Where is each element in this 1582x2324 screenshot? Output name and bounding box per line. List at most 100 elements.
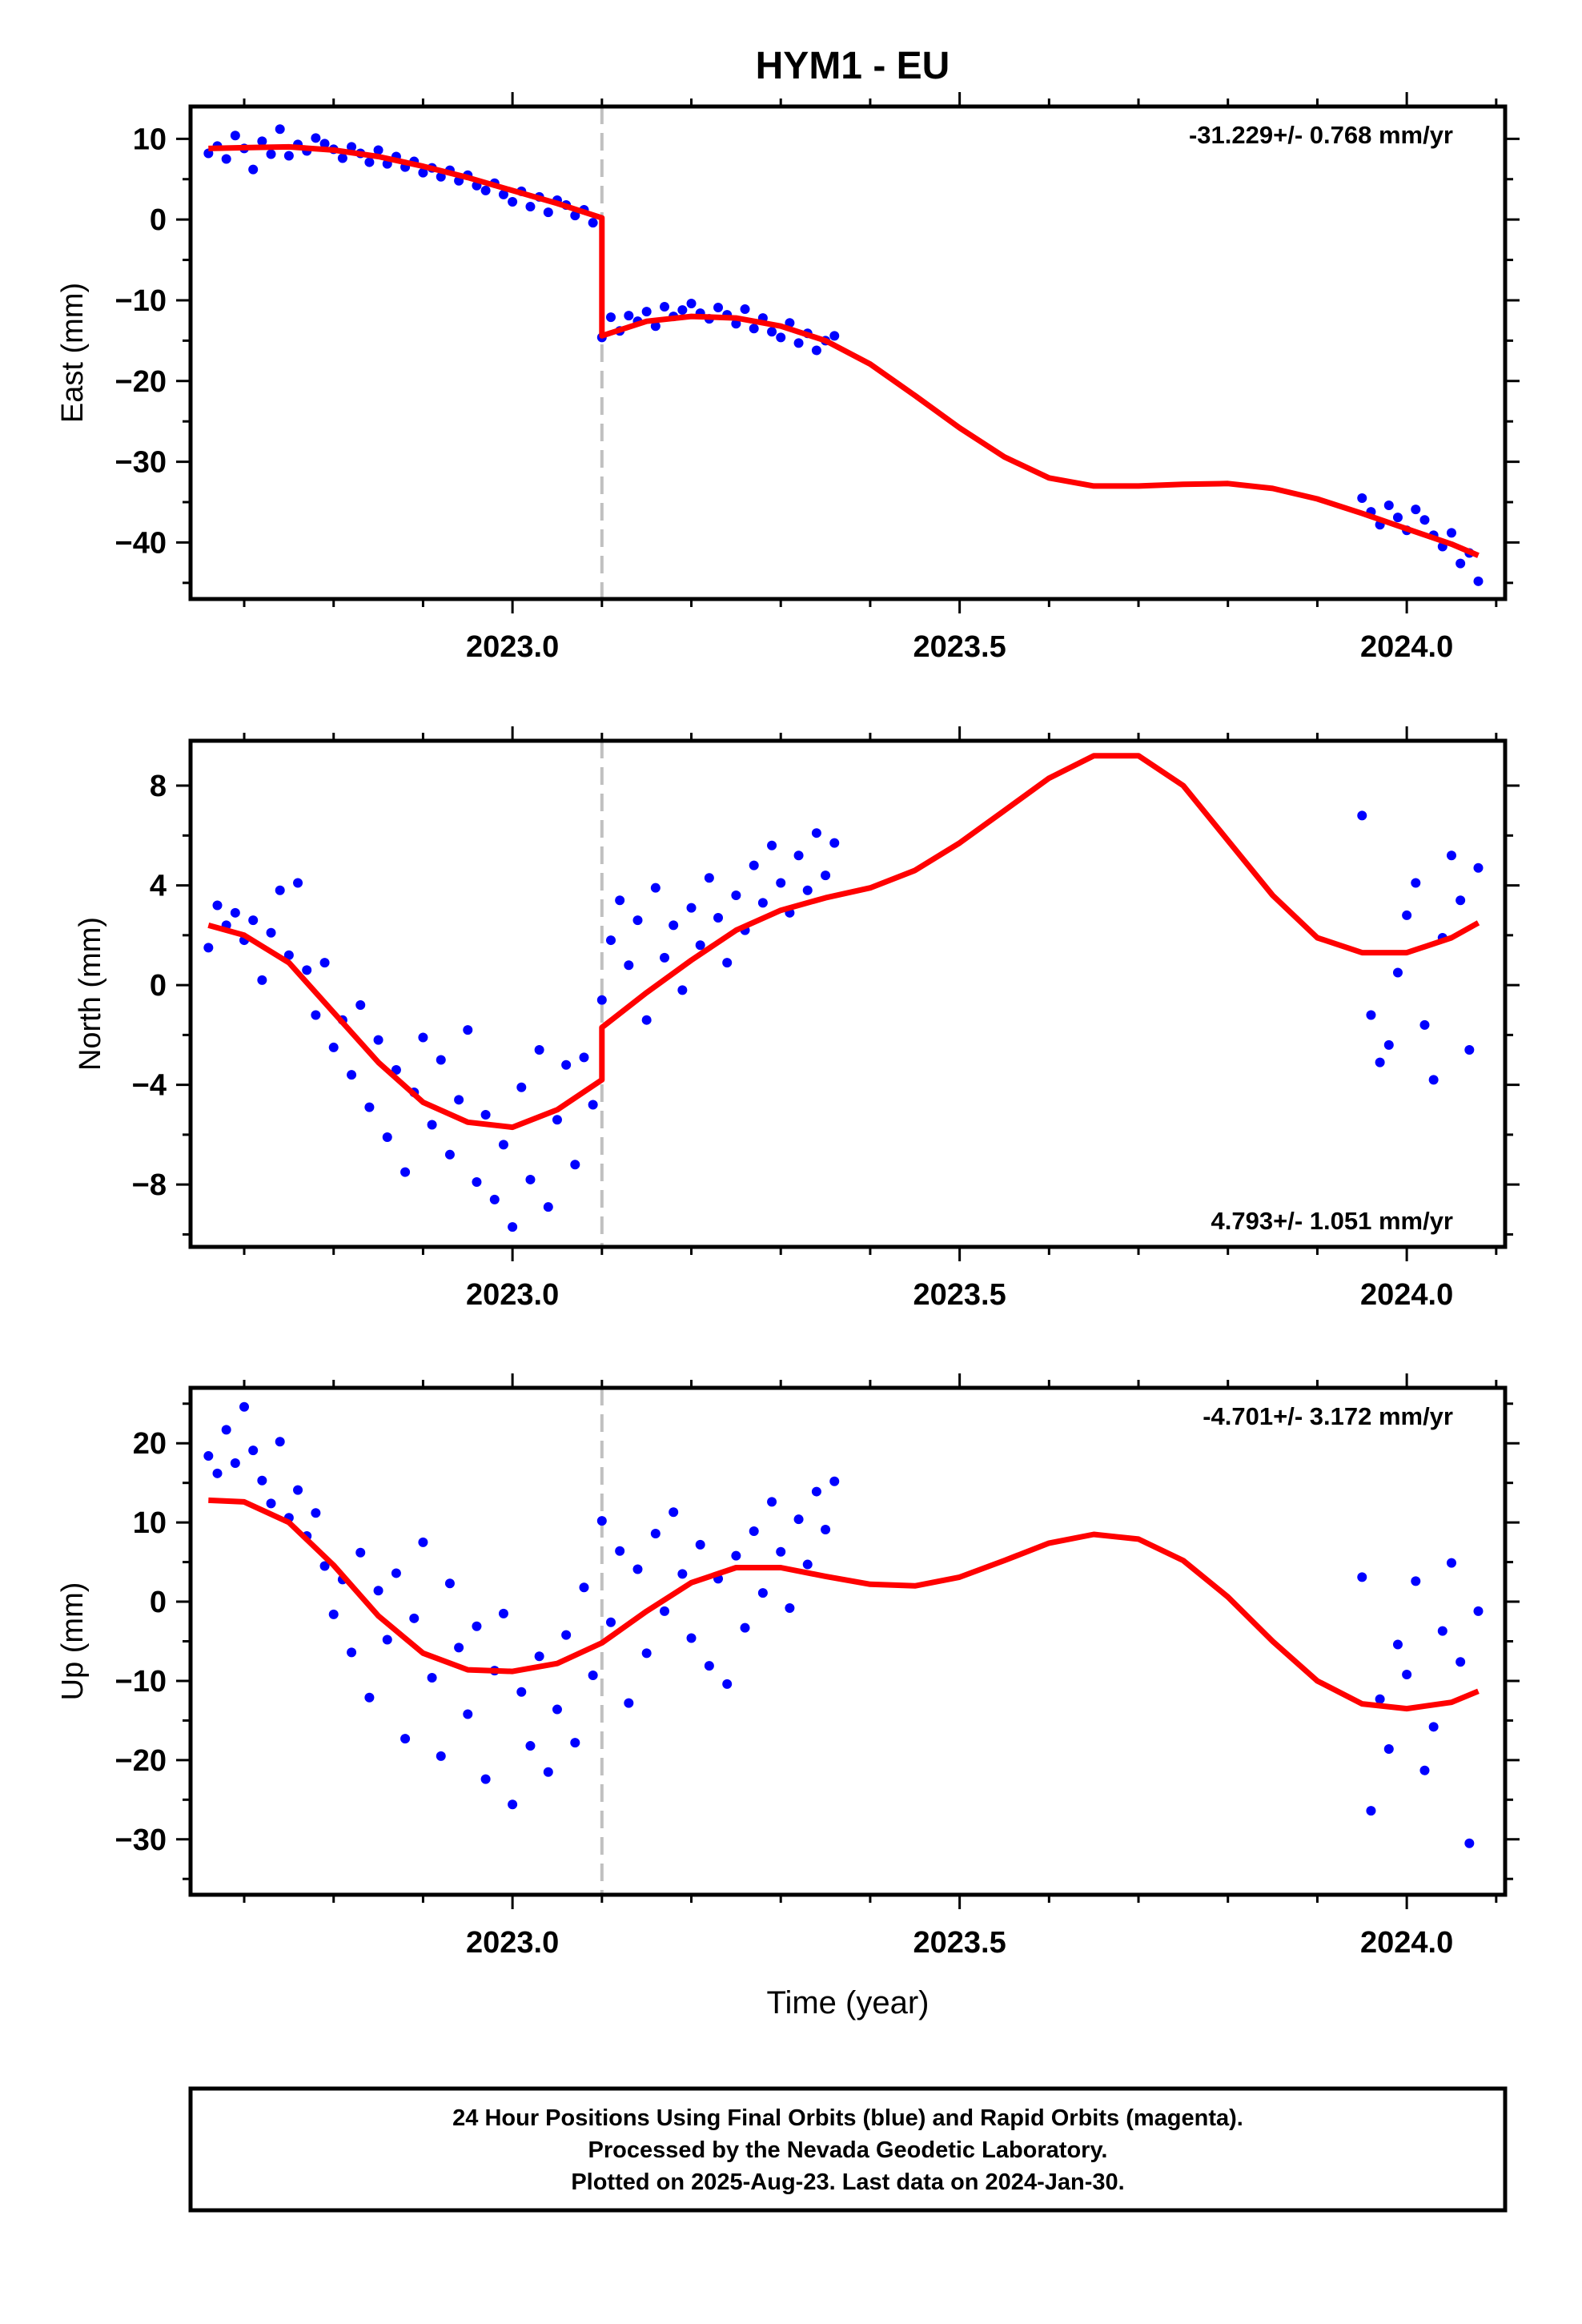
north-data-point [1375,1057,1385,1068]
east-data-point [436,171,446,182]
north-data-point [1411,878,1421,888]
up-data-point [1402,1670,1412,1680]
up-data-point [596,1516,607,1526]
east-rate-annotation: -31.229+/- 0.768 mm/yr [1189,121,1453,149]
up-xtick-label: 2023.0 [466,1926,559,1960]
east-data-point [1383,501,1394,511]
north-data-point [427,1120,437,1130]
footer-line-3: Plotted on 2025-Aug-23. Last data on 202… [571,2169,1124,2195]
north-data-point [319,958,330,968]
north-ytick-label: −4 [132,1069,167,1103]
north-data-point [802,885,813,895]
north-data-point [615,895,625,906]
north-data-point [650,883,661,893]
north-data-point [534,1045,544,1055]
north-data-point [382,1132,392,1143]
north-data-point [248,915,259,926]
up-data-point [704,1661,714,1671]
up-data-point [767,1497,777,1507]
north-data-point [391,1064,401,1075]
north-data-point [570,1160,580,1170]
up-data-point [454,1642,464,1653]
east-data-point [650,321,661,332]
north-data-point [275,885,285,895]
east-data-point [1456,558,1466,569]
up-data-point [641,1648,652,1659]
north-data-point [1456,895,1466,906]
up-data-point [660,1606,670,1616]
up-data-point [498,1608,508,1618]
north-data-point [266,927,276,938]
north-data-point [293,878,303,888]
north-data-point [302,965,312,975]
east-data-point [731,319,741,329]
north-data-point [632,915,643,926]
up-data-point [543,1767,553,1777]
north-data-point [821,870,831,881]
north-data-point [444,1149,455,1160]
east-data-point [624,311,634,321]
up-data-point [677,1569,688,1579]
up-ytick-label: 0 [150,1586,167,1619]
up-ytick-label: 20 [133,1427,167,1461]
up-data-point [829,1476,840,1486]
north-data-point [767,840,777,850]
east-data-point [767,327,777,337]
up-data-point [749,1526,759,1537]
north-data-point [1392,967,1403,978]
up-data-point [427,1672,437,1683]
east-data-point [686,299,697,308]
chart-title: HYM1 - EU [756,45,950,87]
north-data-point [436,1055,446,1065]
panel-north: 2023.0 2023.5 2024.0 8 4 0 −4 −8 North (mm) 4.793… [74,726,1520,1312]
up-data-point [1357,1572,1367,1582]
north-data-point [695,940,705,951]
north-data-point [355,1000,366,1011]
up-data-point [230,1458,240,1468]
north-data-point [1446,850,1456,861]
east-ytick-label: 10 [133,123,167,156]
east-data-point [248,164,259,175]
north-data-point [641,1015,652,1025]
up-xtick-label: 2023.5 [913,1926,1006,1960]
up-data-point [266,1498,276,1509]
up-data-point [588,1671,598,1681]
east-data-point [373,145,383,155]
east-data-point [480,185,491,195]
up-data-point [740,1622,750,1633]
up-data-point [480,1774,491,1784]
north-data-point [1402,910,1412,920]
east-ytick-label: −20 [115,365,167,399]
east-ytick-label: −30 [115,446,167,480]
east-data-point [570,211,580,221]
east-data-point [498,189,508,199]
up-data-point [1456,1657,1466,1667]
up-data-point [669,1507,679,1518]
up-data-point [1446,1558,1456,1568]
up-data-point [409,1613,420,1623]
east-data-point [508,196,518,207]
north-data-point [686,903,697,913]
east-data-point [829,331,840,341]
north-ylabel: North (mm) [74,917,107,1071]
east-xtick-label: 2024.0 [1360,630,1453,664]
east-data-point [1392,513,1403,523]
footer-frame [188,2086,1508,2213]
north-data-point [776,878,786,888]
north-data-point [489,1194,500,1204]
up-data-point [508,1799,518,1810]
north-data-point [257,975,267,985]
north-data-point [1357,810,1367,821]
up-data-point [615,1546,625,1556]
east-data-point [677,305,688,316]
up-data-point [436,1751,446,1761]
east-data-point [641,307,652,317]
up-data-point [328,1609,339,1619]
east-data-point [221,154,231,164]
north-ytick-label: 0 [150,969,167,1003]
east-data-point [311,133,321,143]
east-ytick-label: −40 [115,526,167,560]
up-data-point [632,1564,643,1574]
up-data-point [203,1451,214,1462]
